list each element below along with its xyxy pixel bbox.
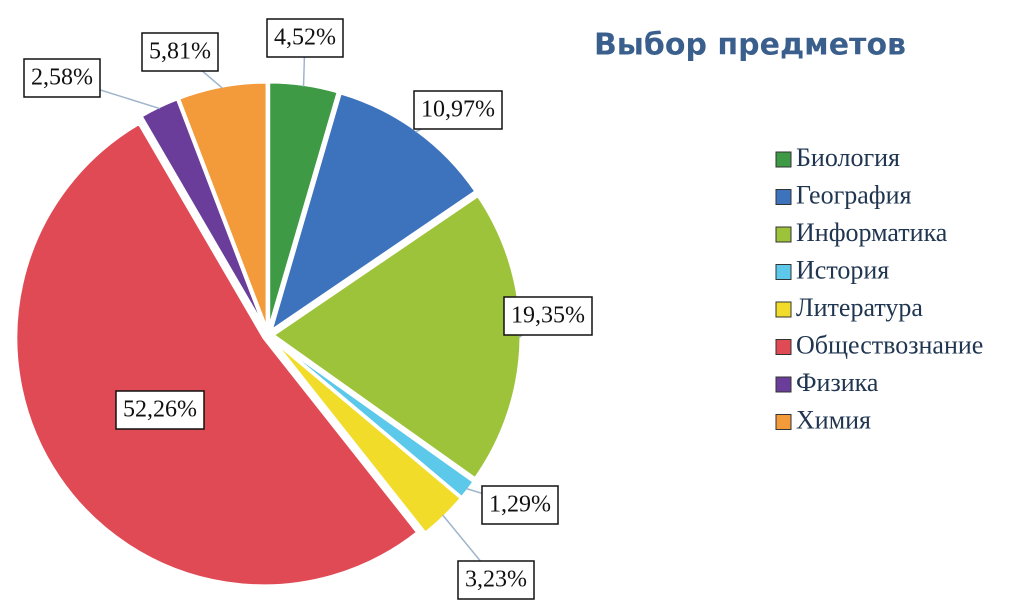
legend-swatch [775,339,792,355]
data-label-box [481,485,559,525]
legend-swatch [775,264,792,280]
legend-swatch [775,301,792,318]
data-label-box [413,90,503,130]
pie-slice [14,121,420,588]
legend-label: Литература [796,293,923,322]
legend-label: Обществознание [796,330,983,359]
legend-label: Физика [796,368,879,397]
data-label: 1,29% [489,492,551,518]
pie-slice [268,91,479,335]
data-label-box [503,296,593,336]
legend-swatch [775,226,792,243]
data-label: 10,97% [421,97,495,123]
data-label: 52,26% [123,397,197,423]
legend-swatch [775,151,792,168]
legend-swatch [775,376,792,393]
legend-swatch [775,189,792,205]
pie-slice [270,193,523,481]
data-label: 2,58% [31,65,93,91]
data-label-box [457,560,535,600]
data-label: 4,52% [274,25,336,51]
data-label-box [141,32,219,72]
legend-label: Химия [796,405,871,434]
legend-label: Информатика [796,218,948,247]
legend-swatch [775,414,792,430]
data-label: 19,35% [511,303,585,329]
data-label: 5,81% [149,39,211,65]
data-label-box [23,58,101,98]
pie-slice [176,80,269,331]
legend-label: Биология [796,143,900,172]
data-label: 3,23% [465,567,527,593]
legend-label: География [796,180,912,209]
data-label-box [266,18,344,58]
legend-label: История [796,255,889,284]
chart-title: Выбор предметов [594,28,906,63]
data-label-box [115,390,205,430]
